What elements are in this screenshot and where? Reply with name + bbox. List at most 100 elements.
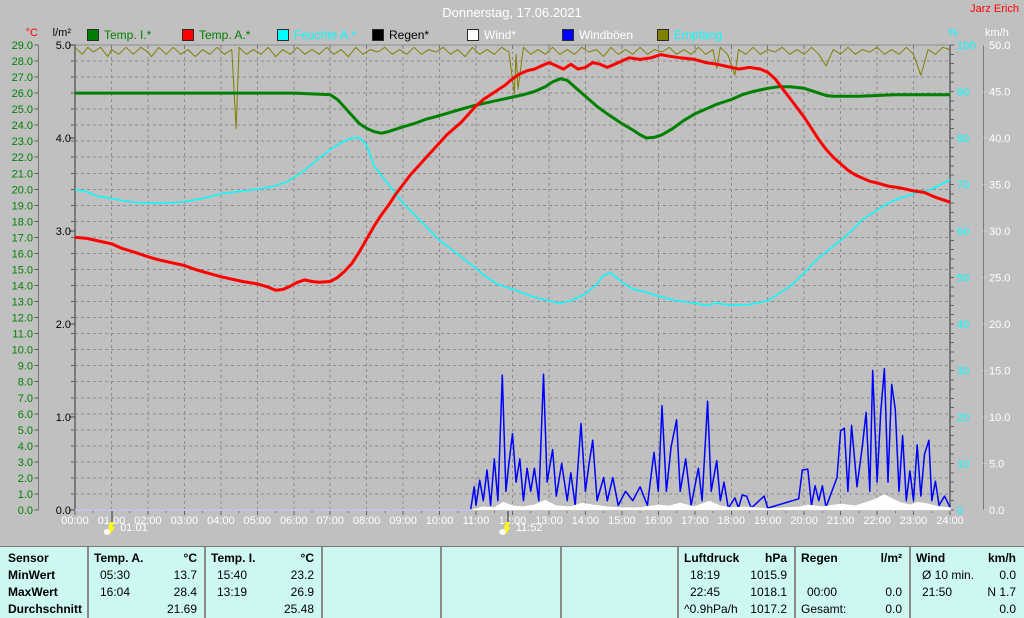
astro-marker-time: 01:01 <box>120 522 148 534</box>
x-axis-labels: 00:0001:0002:0003:0004:0005:0006:0007:00… <box>61 515 964 527</box>
svg-text:05:00: 05:00 <box>244 515 272 527</box>
svg-text:10: 10 <box>957 459 969 471</box>
y-axis-wind: 50.0 45.0 40.0 35.0 30.0 25.0 20.0 15.0 10.0 5.0 0… <box>983 40 1010 517</box>
svg-text:10.0: 10.0 <box>989 412 1010 424</box>
table-separator <box>204 547 206 618</box>
legend-color-swatch-icon <box>372 29 384 41</box>
astro-marker: 01:01 <box>103 510 148 535</box>
table-row-label: Durchschnitt <box>8 602 83 616</box>
svg-text:100: 100 <box>957 40 975 52</box>
svg-text:23.0: 23.0 <box>12 136 33 148</box>
svg-text:13.0: 13.0 <box>12 297 33 309</box>
legend-item-label: Regen* <box>389 28 430 42</box>
table-avg-value: 0.0 <box>999 602 1016 616</box>
legend-item-tempi[interactable]: Temp. I.* <box>87 28 151 42</box>
table-separator <box>440 547 442 618</box>
svg-text:16:00: 16:00 <box>645 515 673 527</box>
svg-text:10.0: 10.0 <box>12 345 33 357</box>
svg-text:0.0: 0.0 <box>989 505 1004 517</box>
svg-text:16.0: 16.0 <box>12 248 33 260</box>
legend-item-windböen[interactable]: Windböen <box>562 28 633 42</box>
table-max-time: 21:50 <box>922 585 953 599</box>
table-row-label: Sensor <box>8 551 49 565</box>
table-separator <box>560 547 562 618</box>
legend-item-feuchtea[interactable]: Feuchte A.* <box>277 28 356 42</box>
svg-text:19:00: 19:00 <box>754 515 782 527</box>
svg-text:14.0: 14.0 <box>12 281 33 293</box>
svg-text:23:00: 23:00 <box>900 515 928 527</box>
svg-text:22.0: 22.0 <box>12 152 33 164</box>
axis-ticks <box>71 44 954 515</box>
svg-text:2.0: 2.0 <box>18 473 33 485</box>
y-axis-temp: 29.0 28.0 27.0 26.0 25.0 24.0 23.0 22.0 21.0 20.0… <box>12 40 39 517</box>
svg-text:15:00: 15:00 <box>608 515 636 527</box>
legend-item-empfang[interactable]: Empfang <box>657 28 722 42</box>
svg-text:20.0: 20.0 <box>989 319 1010 331</box>
svg-text:17:00: 17:00 <box>681 515 709 527</box>
table-max-value: 1018.1 <box>750 585 787 599</box>
svg-text:3.0: 3.0 <box>18 457 33 469</box>
svg-text:40.0: 40.0 <box>989 133 1010 145</box>
svg-text:2.0: 2.0 <box>56 319 71 331</box>
svg-text:29.0: 29.0 <box>12 40 33 52</box>
table-max-time: 16:04 <box>100 585 131 599</box>
chart-legend: Temp. I.* Temp. A.* Feuchte A.* Regen* Wind*… <box>0 28 1024 42</box>
svg-text:18.0: 18.0 <box>12 216 33 228</box>
table-col-unit: °C <box>300 551 314 565</box>
table-row-label: MaxWert <box>8 585 58 599</box>
legend-color-swatch-icon <box>182 29 194 41</box>
svg-text:50: 50 <box>957 273 969 285</box>
table-separator <box>909 547 911 618</box>
svg-text:26.0: 26.0 <box>12 88 33 100</box>
summary-table: Sensor MinWert MaxWert Durchschnitt Temp. A.… <box>0 546 1024 618</box>
table-max-time: 22:45 <box>690 585 721 599</box>
svg-text:19.0: 19.0 <box>12 200 33 212</box>
table-col-name: Regen <box>801 551 838 565</box>
svg-text:50.0: 50.0 <box>989 40 1010 52</box>
table-min-value: 23.2 <box>290 568 314 582</box>
table-min-time: 15:40 <box>217 568 248 582</box>
svg-text:18:00: 18:00 <box>717 515 745 527</box>
svg-text:09:00: 09:00 <box>389 515 417 527</box>
table-max-value: 28.4 <box>173 585 197 599</box>
svg-text:0: 0 <box>957 505 963 517</box>
svg-text:13:00: 13:00 <box>535 515 563 527</box>
svg-text:24:00: 24:00 <box>936 515 964 527</box>
svg-text:20: 20 <box>957 412 969 424</box>
table-avg-value: 21.69 <box>166 602 197 616</box>
svg-text:6.0: 6.0 <box>18 409 33 421</box>
svg-text:24.0: 24.0 <box>12 120 33 132</box>
table-separator <box>321 547 323 618</box>
table-avg-value: 0.0 <box>885 602 902 616</box>
table-separator <box>677 547 679 618</box>
astro-marker-icon <box>103 522 116 535</box>
svg-text:7.0: 7.0 <box>18 393 33 405</box>
legend-item-tempa[interactable]: Temp. A.* <box>182 28 250 42</box>
svg-text:25.0: 25.0 <box>989 273 1010 285</box>
svg-text:00:00: 00:00 <box>61 515 89 527</box>
wind-axis-unit: km/h <box>985 27 1009 39</box>
table-col-unit: hPa <box>764 551 787 565</box>
legend-item-wind[interactable]: Wind* <box>467 28 516 42</box>
svg-text:28.0: 28.0 <box>12 56 33 68</box>
svg-text:03:00: 03:00 <box>171 515 199 527</box>
svg-text:20.0: 20.0 <box>12 184 33 196</box>
svg-text:3.0: 3.0 <box>56 226 71 238</box>
legend-color-swatch-icon <box>562 29 574 41</box>
svg-text:30: 30 <box>957 366 969 378</box>
table-col-name: Temp. A. <box>94 551 144 565</box>
svg-text:1.0: 1.0 <box>18 489 33 501</box>
table-min-time: 18:19 <box>690 568 721 582</box>
legend-item-label: Temp. I.* <box>104 28 152 42</box>
svg-text:0.0: 0.0 <box>56 505 71 517</box>
chart-title: Donnerstag, 17.06.2021 <box>442 5 582 20</box>
table-max-value: 0.0 <box>885 585 902 599</box>
svg-text:70: 70 <box>957 180 969 192</box>
table-avg-label: Gesamt: <box>801 602 847 616</box>
legend-item-regen[interactable]: Regen* <box>372 28 429 42</box>
svg-text:22:00: 22:00 <box>863 515 891 527</box>
table-col-name: Temp. I. <box>211 551 256 565</box>
series-feuchtea <box>74 137 951 307</box>
table-avg-value: 1017.2 <box>750 602 787 616</box>
